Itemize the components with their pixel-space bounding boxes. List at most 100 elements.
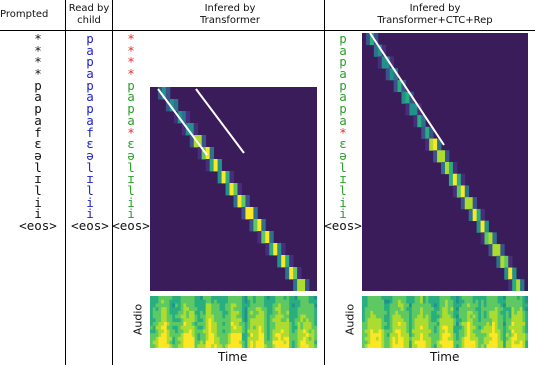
spectrogram-cell	[445, 296, 449, 301]
spectrogram-cell	[373, 340, 377, 345]
spectrogram-cell	[389, 310, 393, 315]
spectrogram-cell	[486, 310, 490, 315]
spectrogram-cell	[472, 296, 476, 301]
header-ctc-line2: Transformer+CTC+Rep	[377, 15, 493, 26]
heatmap-cell	[409, 103, 414, 116]
spectrogram-cell	[362, 296, 366, 301]
spectrogram-cell	[272, 322, 276, 327]
spectrogram-cell	[425, 314, 429, 319]
spectrogram-cell	[155, 329, 159, 334]
spectrogram-cell	[378, 322, 382, 327]
transformer-audio-spectrogram	[150, 296, 317, 348]
spectrogram-cell	[205, 318, 209, 323]
heatmap-cell	[480, 220, 485, 233]
spectrogram-cell	[303, 340, 307, 345]
spectrogram-cell	[308, 307, 312, 312]
spectrogram-cell	[244, 296, 248, 301]
spectrogram-cell	[278, 296, 282, 301]
spectrogram-cell	[425, 344, 429, 348]
spectrogram-cell	[522, 340, 526, 345]
spectrogram-cell	[364, 329, 368, 334]
spectrogram-cell	[425, 296, 429, 301]
spectrogram-cell	[472, 314, 476, 319]
spectrogram-cell	[200, 303, 204, 308]
spectrogram-cell	[425, 307, 429, 312]
spectrogram-cell	[514, 344, 518, 348]
spectrogram-cell	[475, 322, 479, 327]
spectrogram-cell	[294, 307, 298, 312]
spectrogram-cell	[497, 318, 501, 323]
heatmap-cell	[217, 171, 222, 184]
spectrogram-cell	[191, 314, 195, 319]
spectrogram-cell	[311, 310, 315, 315]
read-by-child-tokens-token: a	[86, 66, 94, 82]
heatmap-cell	[500, 255, 505, 268]
spectrogram-cell	[244, 325, 248, 330]
spectrogram-cell	[219, 307, 223, 312]
spectrogram-cell	[384, 318, 388, 323]
spectrogram-cell	[275, 296, 279, 301]
spectrogram-cell	[447, 340, 451, 345]
spectrogram-cell	[152, 296, 156, 301]
spectrogram-cell	[367, 299, 371, 304]
spectrogram-cell	[211, 318, 215, 323]
spectrogram-cell	[406, 344, 410, 348]
spectrogram-cell	[505, 340, 510, 345]
transformer-tokens-token: i	[127, 206, 135, 222]
spectrogram-cell	[516, 333, 521, 338]
spectrogram-cell	[422, 336, 427, 341]
spectrogram-cell	[433, 336, 438, 341]
spectrogram-cell	[294, 340, 298, 345]
spectrogram-cell	[483, 336, 487, 341]
spectrogram-cell	[409, 299, 413, 304]
ctc-tokens-token: p	[339, 54, 347, 70]
spectrogram-cell	[239, 336, 243, 341]
spectrogram-cell	[525, 344, 528, 348]
spectrogram-cell	[442, 336, 446, 341]
spectrogram-cell	[494, 322, 498, 327]
spectrogram-cell	[389, 299, 393, 304]
spectrogram-cell	[261, 314, 265, 319]
spectrogram-cell	[272, 344, 276, 348]
spectrogram-cell	[194, 299, 198, 304]
spectrogram-cell	[200, 333, 204, 338]
spectrogram-cell	[433, 325, 438, 330]
spectrogram-cell	[197, 307, 201, 312]
spectrogram-cell	[219, 314, 223, 319]
spectrogram-cell	[370, 299, 374, 304]
spectrogram-cell	[431, 329, 435, 334]
spectrogram-cell	[475, 318, 479, 323]
spectrogram-cell	[214, 325, 218, 330]
spectrogram-cell	[445, 336, 449, 341]
spectrogram-cell	[169, 296, 173, 301]
spectrogram-cell	[269, 307, 273, 312]
spectrogram-cell	[158, 307, 162, 312]
spectrogram-cell	[492, 318, 496, 323]
spectrogram-cell	[503, 322, 507, 327]
spectrogram-cell	[472, 336, 476, 341]
spectrogram-cell	[439, 303, 443, 308]
spectrogram-cell	[458, 314, 462, 319]
heatmap-cell	[241, 207, 246, 220]
spectrogram-cell	[458, 340, 462, 345]
spectrogram-cell	[186, 336, 190, 341]
spectrogram-cell	[364, 314, 368, 319]
spectrogram-cell	[266, 322, 271, 327]
spectrogram-cell	[500, 333, 504, 338]
spectrogram-cell	[252, 314, 257, 319]
transformer-tokens-token: l	[127, 159, 135, 175]
spectrogram-cell	[300, 344, 304, 348]
spectrogram-cell	[286, 329, 290, 334]
spectrogram-cell	[478, 344, 482, 348]
spectrogram-cell	[411, 340, 415, 345]
spectrogram-cell	[469, 303, 474, 308]
heatmap-cell	[189, 135, 195, 148]
spectrogram-cell	[428, 299, 432, 304]
spectrogram-cell	[255, 344, 259, 348]
spectrogram-cell	[392, 299, 396, 304]
spectrogram-cell	[411, 314, 415, 319]
spectrogram-cell	[516, 296, 521, 301]
spectrogram-cell	[197, 340, 201, 345]
spectrogram-cell	[247, 329, 251, 334]
spectrogram-cell	[439, 322, 443, 327]
